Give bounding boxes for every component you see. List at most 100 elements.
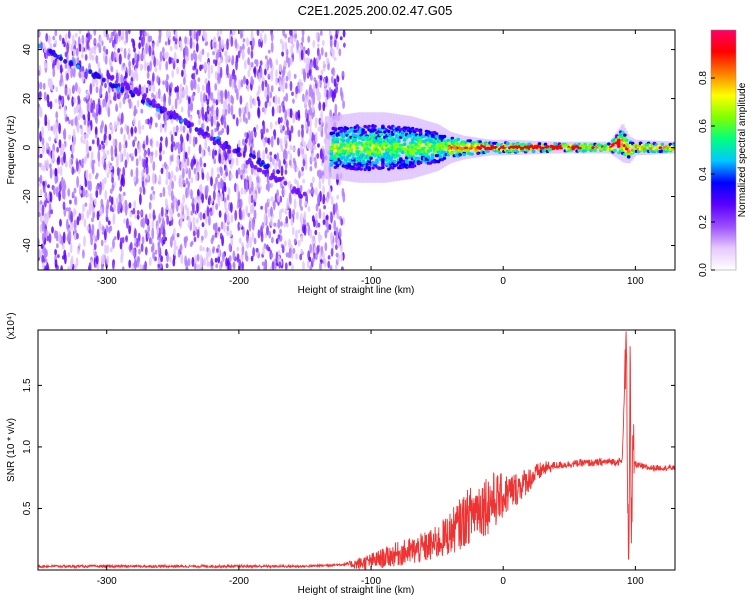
noise-speck [63, 151, 66, 164]
noise-speck [123, 133, 126, 143]
tone-cell [371, 166, 375, 170]
noise-speck [253, 99, 257, 107]
noise-speck [46, 149, 50, 155]
noise-speck [55, 111, 59, 119]
noise-speck [236, 183, 239, 195]
noise-speck [239, 95, 243, 105]
noise-speck [238, 237, 242, 244]
noise-speck [279, 38, 283, 45]
noise-speck [140, 36, 144, 48]
noise-speck [190, 240, 194, 246]
noise-speck [130, 69, 134, 78]
tone-cell [420, 144, 425, 148]
noise-speck [198, 30, 201, 37]
noise-speck [252, 247, 256, 258]
noise-speck [312, 176, 315, 184]
noise-speck [143, 181, 147, 187]
tone-halo [615, 133, 617, 158]
noise-speck [112, 238, 115, 249]
noise-speck [62, 189, 66, 200]
noise-speck [320, 47, 324, 56]
noise-speck [269, 91, 273, 99]
noise-speck [328, 224, 332, 231]
noise-speck [279, 228, 282, 235]
tone-cell [478, 146, 482, 150]
noise-speck [44, 180, 47, 187]
noise-speck [316, 153, 320, 159]
noise-speck [337, 238, 340, 249]
noise-speck [299, 196, 302, 209]
noise-speck [242, 38, 246, 43]
noise-speck [326, 197, 329, 204]
noise-speck [266, 154, 270, 160]
noise-speck [70, 43, 74, 53]
trend-speck [219, 143, 224, 149]
noise-speck [156, 58, 159, 66]
noise-speck [192, 230, 196, 237]
tone-halo [619, 126, 622, 161]
tone-cell [442, 150, 447, 154]
noise-speck [269, 58, 273, 69]
noise-speck [292, 98, 295, 104]
trend-speck [274, 177, 279, 183]
tone-cell [373, 124, 377, 128]
noise-speck [190, 210, 194, 216]
noise-speck [261, 221, 265, 230]
noise-speck [234, 209, 238, 221]
noise-speck [45, 142, 49, 149]
noise-speck [197, 163, 200, 173]
noise-speck [134, 136, 137, 142]
tone-cell [636, 144, 641, 148]
noise-speck [259, 67, 263, 79]
noise-speck [152, 72, 155, 82]
noise-speck [278, 63, 282, 73]
noise-speck [241, 244, 245, 256]
noise-speck [226, 225, 230, 232]
noise-speck [127, 48, 131, 55]
noise-speck [226, 63, 229, 76]
trend-speck [126, 85, 131, 91]
noise-speck [113, 182, 117, 187]
noise-speck [110, 66, 114, 73]
noise-speck [245, 117, 248, 125]
noise-speck [90, 151, 94, 160]
noise-speck [228, 255, 232, 263]
noise-speck [128, 202, 132, 209]
noise-speck [126, 218, 129, 229]
trend-speck [123, 81, 128, 86]
noise-speck [225, 207, 229, 215]
noise-speck [228, 96, 231, 103]
noise-speck [107, 101, 111, 107]
noise-speck [76, 232, 79, 240]
noise-speck [187, 221, 191, 228]
trend-speck [200, 130, 205, 136]
noise-speck [192, 216, 196, 227]
noise-speck [231, 71, 235, 80]
noise-speck [297, 229, 301, 234]
noise-speck [55, 121, 58, 134]
noise-speck [180, 253, 184, 264]
tone-cell [361, 153, 365, 157]
noise-speck [312, 139, 316, 147]
noise-speck [85, 144, 89, 155]
noise-speck [95, 55, 99, 64]
noise-speck [170, 82, 173, 89]
noise-speck [191, 93, 195, 102]
noise-speck [144, 213, 148, 225]
noise-speck [301, 30, 305, 37]
trend-speck [258, 162, 263, 168]
noise-speck [252, 37, 255, 48]
noise-speck [288, 192, 292, 202]
noise-speck [292, 146, 295, 152]
tone-cell [470, 152, 474, 156]
noise-speck [223, 197, 227, 203]
noise-speck [279, 80, 282, 92]
noise-speck [224, 160, 228, 166]
noise-speck [249, 132, 252, 143]
noise-speck [340, 91, 344, 102]
tone-cell [363, 167, 367, 172]
noise-speck [266, 225, 269, 236]
noise-speck [190, 101, 194, 112]
noise-speck [213, 225, 216, 231]
